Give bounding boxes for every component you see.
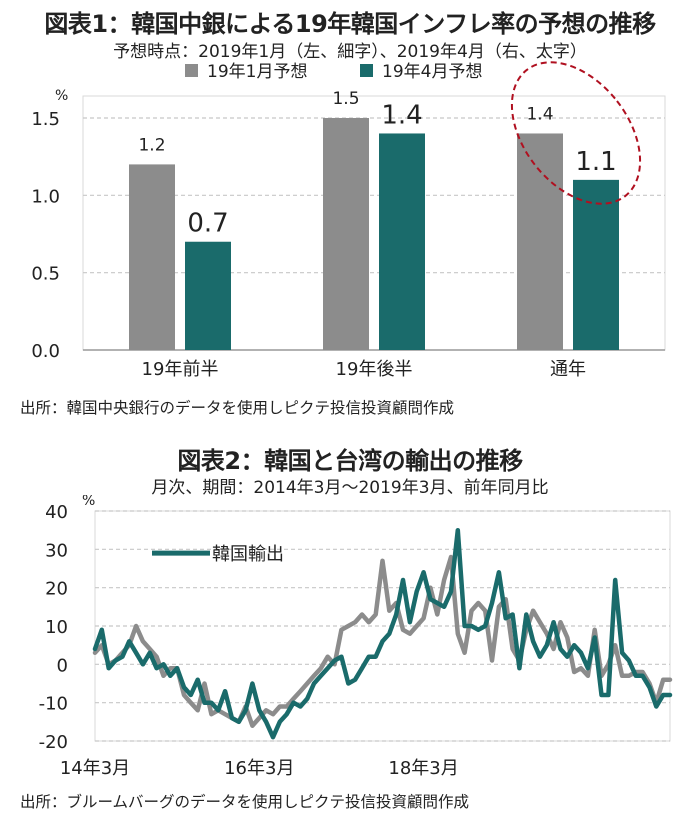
chart1-plot: 0.0 0.5 1.0 1.5% 19年1月予想 19年4月予想 1.2 0.7 19年前半 1.…: [31, 61, 666, 380]
legend-label: 韓国輸出: [212, 544, 284, 565]
chart1-source: 出所：韓国中央銀行のデータを使用しピクテ投信投資顧問作成: [20, 399, 455, 417]
y-tick-label: 10: [45, 617, 68, 638]
chart2-source: 出所：ブルームバーグのデータを使用しピクテ投信投資顧問作成: [20, 793, 470, 811]
x-tick-label: 18年3月: [388, 758, 458, 779]
series-line-korea-exports: [92, 527, 673, 740]
bar: [379, 133, 425, 350]
y-tick-label: -10: [39, 694, 68, 715]
y-tick-label: -20: [39, 732, 68, 753]
series-line-taiwan-exports: [92, 554, 673, 728]
data-label: 1.4: [381, 100, 422, 130]
x-tick-label: 16年3月: [224, 758, 294, 779]
y-unit-label: %: [55, 88, 68, 104]
y-tick-label: 0.0: [31, 341, 60, 362]
x-tick-label: 14年3月: [60, 758, 130, 779]
bar: [323, 118, 369, 350]
data-label: 1.1: [575, 147, 616, 177]
bar: [573, 179, 619, 350]
chart2-subtitle: 月次、期間：2014年3月～2019年3月、前年同月比: [151, 478, 549, 498]
legend-label: 19年4月予想: [382, 62, 482, 82]
y-tick-label: 0: [57, 655, 68, 676]
y-tick-label: 0.5: [31, 264, 60, 285]
chart1-title: 図表1：韓国中銀による19年韓国インフレ率の予想の推移: [44, 10, 656, 38]
x-tick-label: 通年: [550, 359, 586, 380]
y-tick-label: 20: [45, 579, 68, 600]
data-label: 1.4: [526, 104, 553, 124]
data-label: 0.7: [187, 209, 228, 239]
x-tick-label: 19年後半: [336, 359, 413, 380]
legend-swatch: [185, 64, 198, 77]
data-label: 1.5: [332, 89, 359, 109]
chart2-plot: 40 30 20 10 0 -10 -20% 14年3月 16年3月 18年3月 韓国輸出: [39, 495, 673, 779]
bar: [517, 133, 563, 350]
x-tick-label: 19年前半: [142, 359, 219, 380]
y-tick-label: 40: [45, 502, 68, 523]
bar: [185, 241, 231, 350]
annotation-ellipse: [510, 61, 642, 205]
chart1-subtitle: 予想時点：2019年1月（左、細字）、2019年4月（右、太字）: [113, 42, 587, 62]
y-tick-label: 1.0: [31, 186, 60, 207]
legend-label: 19年1月予想: [207, 62, 307, 82]
y-tick-label: 30: [45, 540, 68, 561]
y-tick-label: 1.5: [31, 109, 60, 130]
bar: [129, 164, 175, 350]
y-unit-label: %: [82, 495, 95, 509]
data-label: 1.2: [138, 135, 165, 155]
legend-swatch: [360, 64, 373, 77]
chart2-title: 図表2：韓国と台湾の輸出の推移: [177, 447, 523, 475]
